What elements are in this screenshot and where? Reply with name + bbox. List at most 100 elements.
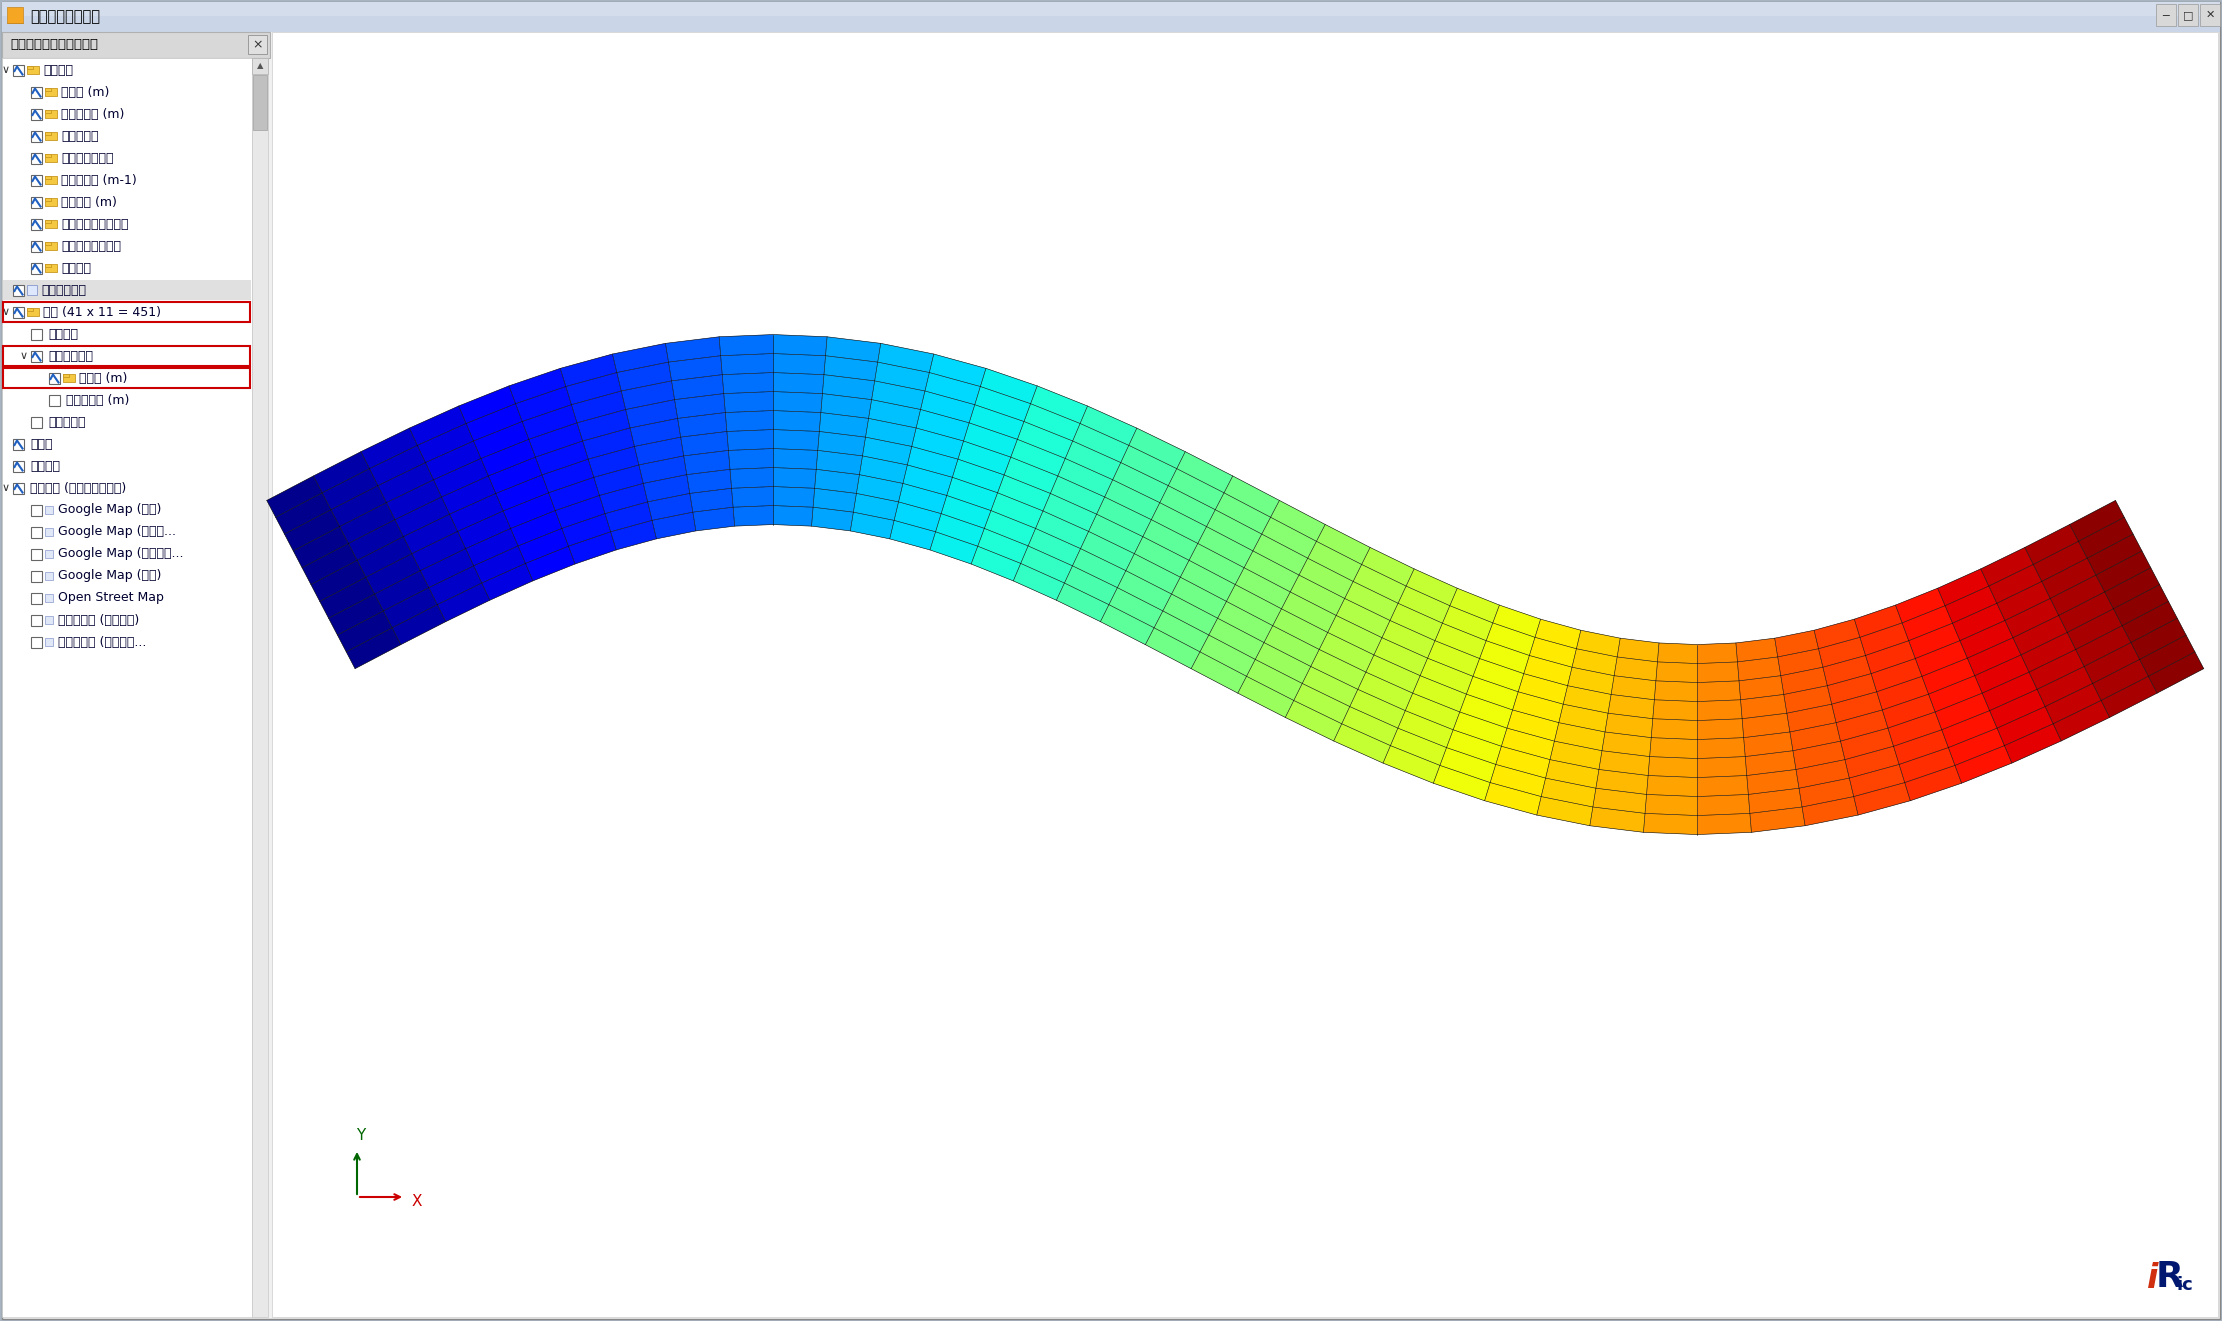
Polygon shape bbox=[276, 493, 331, 534]
Polygon shape bbox=[1253, 534, 1309, 575]
Text: 地形高 (m): 地形高 (m) bbox=[60, 86, 109, 99]
Polygon shape bbox=[1551, 741, 1602, 769]
Polygon shape bbox=[1064, 441, 1120, 480]
Polygon shape bbox=[1600, 750, 1649, 775]
Polygon shape bbox=[1320, 633, 1373, 672]
Polygon shape bbox=[1644, 794, 1698, 815]
Polygon shape bbox=[1391, 728, 1447, 765]
Polygon shape bbox=[1698, 775, 1749, 797]
Polygon shape bbox=[387, 480, 442, 519]
Polygon shape bbox=[524, 546, 575, 581]
Polygon shape bbox=[720, 334, 773, 355]
Polygon shape bbox=[442, 476, 496, 514]
Polygon shape bbox=[293, 527, 349, 568]
Polygon shape bbox=[420, 548, 473, 588]
Text: 格子生成条件: 格子生成条件 bbox=[40, 284, 87, 296]
Polygon shape bbox=[1449, 588, 1500, 624]
Bar bbox=[249, 34, 267, 54]
Polygon shape bbox=[1944, 587, 1998, 624]
Polygon shape bbox=[1315, 524, 1371, 564]
Polygon shape bbox=[1698, 680, 1740, 701]
Text: 実測値: 実測値 bbox=[31, 437, 53, 450]
Polygon shape bbox=[733, 506, 773, 526]
Polygon shape bbox=[1649, 737, 1698, 758]
Polygon shape bbox=[822, 375, 875, 400]
Polygon shape bbox=[1180, 560, 1235, 601]
Polygon shape bbox=[1882, 694, 1935, 728]
Polygon shape bbox=[1980, 547, 2033, 587]
Polygon shape bbox=[1291, 575, 1344, 616]
Bar bbox=[27, 308, 33, 310]
Polygon shape bbox=[1367, 655, 1420, 694]
Bar bbox=[44, 528, 53, 536]
Text: Google Map (衛星写...: Google Map (衛星写... bbox=[58, 526, 176, 539]
Polygon shape bbox=[600, 483, 647, 514]
Text: 格子形状: 格子形状 bbox=[49, 328, 78, 341]
Bar bbox=[31, 263, 42, 273]
Polygon shape bbox=[1442, 606, 1493, 641]
Text: Open Street Map: Open Street Map bbox=[58, 592, 164, 605]
Polygon shape bbox=[1433, 765, 1491, 801]
Polygon shape bbox=[1698, 719, 1744, 740]
Polygon shape bbox=[611, 520, 655, 550]
Polygon shape bbox=[489, 457, 542, 494]
Bar bbox=[27, 66, 33, 69]
Polygon shape bbox=[1487, 624, 1535, 655]
Polygon shape bbox=[1547, 760, 1600, 789]
Polygon shape bbox=[1098, 497, 1151, 536]
Polygon shape bbox=[347, 627, 400, 668]
Bar bbox=[44, 155, 58, 162]
Polygon shape bbox=[1218, 601, 1273, 642]
Polygon shape bbox=[860, 456, 907, 483]
Polygon shape bbox=[1535, 620, 1580, 649]
Polygon shape bbox=[640, 456, 687, 483]
Bar bbox=[31, 417, 42, 428]
Text: 地形高 (m): 地形高 (m) bbox=[80, 371, 127, 384]
Bar bbox=[31, 505, 42, 517]
Polygon shape bbox=[1100, 605, 1153, 645]
Bar bbox=[13, 483, 24, 494]
Polygon shape bbox=[1929, 675, 1982, 712]
Polygon shape bbox=[433, 458, 489, 497]
Polygon shape bbox=[1247, 659, 1302, 700]
Polygon shape bbox=[1080, 531, 1135, 571]
Polygon shape bbox=[1344, 581, 1398, 621]
Bar bbox=[27, 308, 40, 316]
Bar bbox=[44, 132, 51, 135]
Bar bbox=[31, 197, 42, 207]
Polygon shape bbox=[358, 536, 411, 577]
Bar bbox=[44, 89, 58, 96]
Bar bbox=[2, 32, 271, 58]
Polygon shape bbox=[1042, 494, 1098, 531]
Polygon shape bbox=[2013, 616, 2066, 655]
Text: Y: Y bbox=[356, 1128, 367, 1143]
Polygon shape bbox=[2024, 524, 2078, 564]
Bar bbox=[2, 3, 2220, 32]
Polygon shape bbox=[2066, 609, 2122, 650]
Polygon shape bbox=[1871, 659, 1922, 692]
Polygon shape bbox=[1604, 713, 1653, 737]
Bar bbox=[62, 374, 69, 376]
Text: ∨: ∨ bbox=[2, 306, 11, 317]
Polygon shape bbox=[1235, 568, 1291, 609]
Text: □: □ bbox=[2182, 11, 2193, 20]
Polygon shape bbox=[1513, 692, 1564, 723]
Polygon shape bbox=[604, 502, 651, 532]
Polygon shape bbox=[1989, 564, 2042, 604]
Polygon shape bbox=[1169, 469, 1224, 510]
Polygon shape bbox=[958, 441, 1011, 476]
Polygon shape bbox=[1878, 676, 1929, 709]
Polygon shape bbox=[815, 469, 860, 494]
Polygon shape bbox=[1493, 605, 1540, 637]
Polygon shape bbox=[1080, 406, 1138, 445]
Polygon shape bbox=[1413, 675, 1467, 712]
Polygon shape bbox=[813, 489, 855, 513]
Polygon shape bbox=[984, 511, 1035, 546]
Text: 国土地理院 (淡色地図...: 国土地理院 (淡色地図... bbox=[58, 635, 147, 649]
Polygon shape bbox=[1618, 638, 1660, 662]
Bar bbox=[253, 75, 267, 129]
Bar bbox=[44, 176, 58, 184]
Polygon shape bbox=[1467, 676, 1518, 709]
Polygon shape bbox=[340, 503, 396, 543]
Polygon shape bbox=[1953, 604, 2004, 641]
